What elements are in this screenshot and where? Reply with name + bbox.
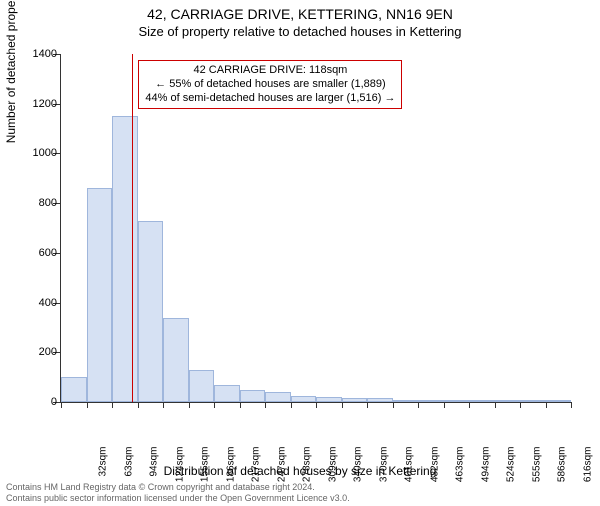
footer: Contains HM Land Registry data © Crown c… bbox=[6, 482, 594, 504]
bar bbox=[291, 396, 317, 402]
x-tick bbox=[342, 402, 343, 408]
bar bbox=[189, 370, 215, 402]
y-tick-label: 1400 bbox=[17, 48, 57, 60]
bar bbox=[112, 116, 138, 402]
x-axis-title: Distribution of detached houses by size … bbox=[0, 464, 600, 478]
x-tick bbox=[87, 402, 88, 408]
x-tick bbox=[163, 402, 164, 408]
y-axis-title: Number of detached properties bbox=[4, 0, 18, 143]
y-tick-label: 600 bbox=[17, 247, 57, 259]
bar bbox=[367, 398, 393, 402]
x-tick bbox=[265, 402, 266, 408]
bar bbox=[316, 397, 342, 402]
callout-line1: 42 CARRIAGE DRIVE: 118sqm bbox=[145, 64, 395, 78]
y-tick-label: 1000 bbox=[17, 147, 57, 159]
bar bbox=[495, 400, 521, 402]
x-tick bbox=[240, 402, 241, 408]
x-tick bbox=[189, 402, 190, 408]
x-tick bbox=[367, 402, 368, 408]
x-tick bbox=[393, 402, 394, 408]
x-tick bbox=[316, 402, 317, 408]
bar bbox=[342, 398, 368, 402]
callout-line2: ← 55% of detached houses are smaller (1,… bbox=[145, 78, 395, 92]
x-tick bbox=[138, 402, 139, 408]
page-title: 42, CARRIAGE DRIVE, KETTERING, NN16 9EN bbox=[0, 6, 600, 22]
bar bbox=[546, 400, 572, 402]
x-tick bbox=[520, 402, 521, 408]
bar bbox=[214, 385, 240, 402]
y-tick-label: 200 bbox=[17, 346, 57, 358]
x-tick bbox=[546, 402, 547, 408]
x-tick bbox=[61, 402, 62, 408]
bar bbox=[138, 221, 164, 402]
y-tick-label: 1200 bbox=[17, 98, 57, 110]
reference-line bbox=[132, 54, 133, 402]
y-tick-label: 800 bbox=[17, 197, 57, 209]
x-tick bbox=[214, 402, 215, 408]
x-tick bbox=[469, 402, 470, 408]
x-tick bbox=[418, 402, 419, 408]
x-tick bbox=[444, 402, 445, 408]
bar bbox=[469, 400, 495, 402]
bar bbox=[393, 400, 419, 402]
bar bbox=[265, 392, 291, 402]
bar bbox=[520, 400, 546, 402]
x-tick bbox=[571, 402, 572, 408]
y-tick-label: 400 bbox=[17, 297, 57, 309]
x-tick bbox=[291, 402, 292, 408]
bar bbox=[87, 188, 113, 402]
x-tick bbox=[495, 402, 496, 408]
bar bbox=[240, 390, 266, 402]
footer-line1: Contains HM Land Registry data © Crown c… bbox=[6, 482, 594, 493]
callout-line3: 44% of semi-detached houses are larger (… bbox=[145, 92, 395, 106]
callout-box: 42 CARRIAGE DRIVE: 118sqm ← 55% of detac… bbox=[138, 60, 402, 109]
y-tick-label: 0 bbox=[17, 396, 57, 408]
bar bbox=[163, 318, 189, 403]
x-tick bbox=[112, 402, 113, 408]
bar bbox=[444, 400, 470, 402]
bar bbox=[418, 400, 444, 402]
footer-line2: Contains public sector information licen… bbox=[6, 493, 594, 504]
chart-plot-area: 42 CARRIAGE DRIVE: 118sqm ← 55% of detac… bbox=[60, 54, 571, 403]
bar bbox=[61, 377, 87, 402]
page-subtitle: Size of property relative to detached ho… bbox=[0, 24, 600, 39]
